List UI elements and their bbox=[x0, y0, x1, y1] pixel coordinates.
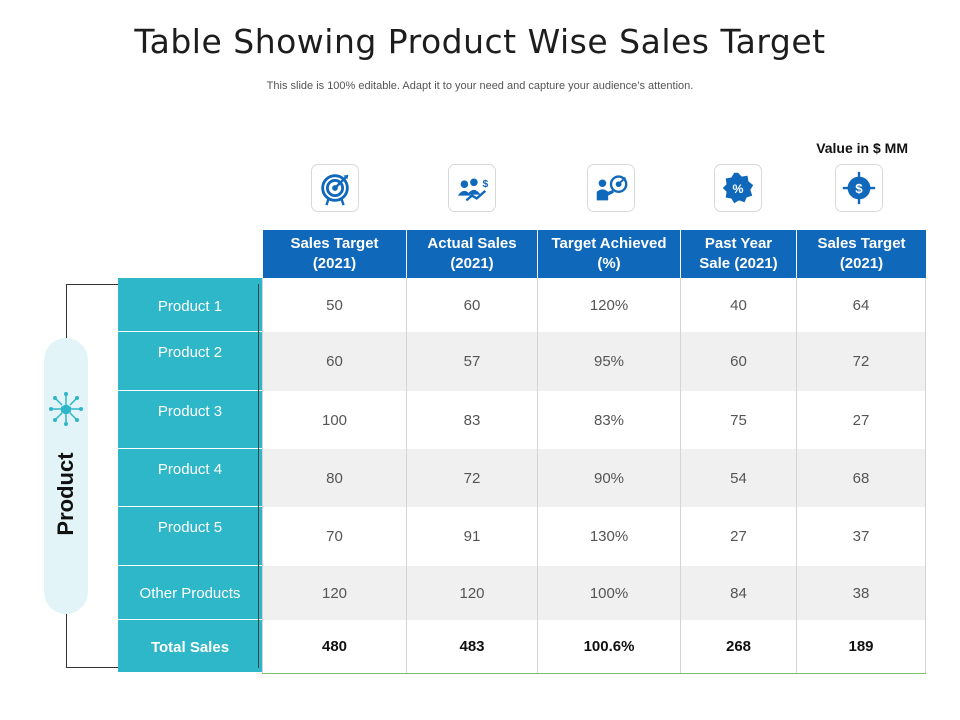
table-row-total: 480 483 100.6% 268 189 bbox=[262, 620, 926, 674]
column-header: Sales Target (2021) bbox=[262, 230, 406, 278]
header-line: (2021) bbox=[450, 255, 494, 272]
table-cell: 268 bbox=[680, 620, 796, 673]
table-cell: 60 bbox=[680, 332, 796, 391]
table-cell: 60 bbox=[262, 332, 406, 391]
table-row: 60 57 95% 60 72 bbox=[262, 332, 926, 391]
table-cell: 120 bbox=[262, 566, 406, 620]
table-cell: 64 bbox=[796, 278, 926, 332]
page-title: Table Showing Product Wise Sales Target bbox=[134, 22, 826, 61]
table-cell: 95% bbox=[537, 332, 680, 391]
table-cell: 27 bbox=[680, 507, 796, 566]
unit-label: Value in $ MM bbox=[816, 140, 908, 156]
table-row: 100 83 83% 75 27 bbox=[262, 391, 926, 450]
row-label: Product 1 bbox=[118, 278, 262, 332]
page-subtitle: This slide is 100% editable. Adapt it to… bbox=[266, 80, 694, 92]
table-cell: 100 bbox=[262, 391, 406, 449]
svg-text:%: % bbox=[733, 182, 744, 196]
product-pill bbox=[44, 338, 88, 614]
team-money-icon: $ bbox=[448, 164, 496, 212]
table-cell: 60 bbox=[406, 278, 537, 332]
table-cell: 83 bbox=[406, 391, 537, 449]
svg-text:$: $ bbox=[482, 179, 488, 190]
table-cell: 38 bbox=[796, 566, 926, 620]
table-cell: 27 bbox=[796, 391, 926, 449]
header-line: Past Year bbox=[704, 235, 773, 252]
header-line: Sale (2021) bbox=[699, 255, 778, 272]
table-cell: 483 bbox=[406, 620, 537, 673]
header-line: Actual Sales bbox=[427, 235, 517, 252]
person-target-icon bbox=[587, 164, 635, 212]
table-row: 70 91 130% 27 37 bbox=[262, 507, 926, 567]
row-label: Product 2 bbox=[118, 332, 262, 391]
product-column-divider bbox=[258, 284, 259, 668]
header-line: (2021) bbox=[839, 255, 884, 272]
header-line: Sales Target bbox=[817, 235, 906, 252]
header-line: (2021) bbox=[312, 255, 357, 272]
row-label: Total Sales bbox=[150, 639, 230, 656]
dollar-crosshair-icon: $ bbox=[835, 164, 883, 212]
column-header: Past Year Sale (2021) bbox=[680, 230, 796, 278]
table-cell: 84 bbox=[680, 566, 796, 620]
target-icon bbox=[311, 164, 359, 212]
column-header: Sales Target (2021) bbox=[796, 230, 926, 278]
table-cell: 40 bbox=[680, 278, 796, 332]
header-line: Sales Target bbox=[290, 235, 379, 252]
table-cell: 72 bbox=[796, 332, 926, 391]
table-cell: 91 bbox=[406, 507, 537, 566]
table-cell: 90% bbox=[537, 449, 680, 507]
svg-text:$: $ bbox=[855, 181, 863, 196]
table-cell: 50 bbox=[262, 278, 406, 332]
product-column bbox=[118, 278, 262, 672]
column-header: Actual Sales (2021) bbox=[406, 230, 537, 278]
table-cell: 54 bbox=[680, 449, 796, 507]
table-cell: 100% bbox=[537, 566, 680, 620]
table-cell: 68 bbox=[796, 449, 926, 507]
table-cell: 80 bbox=[262, 449, 406, 507]
table-cell: 120% bbox=[537, 278, 680, 332]
row-label: Product 3 bbox=[118, 391, 262, 449]
row-label: Other Products bbox=[118, 566, 262, 620]
table-row: 120 120 100% 84 38 bbox=[262, 566, 926, 620]
network-cube-icon bbox=[47, 390, 85, 428]
table-cell: 72 bbox=[406, 449, 537, 507]
percent-badge-icon: % bbox=[714, 164, 762, 212]
product-side-label: Product bbox=[53, 452, 78, 536]
table-row: 50 60 120% 40 64 bbox=[262, 278, 926, 333]
table-cell: 480 bbox=[262, 620, 406, 673]
table-cell: 100.6% bbox=[537, 620, 680, 673]
table-cell: 83% bbox=[537, 391, 680, 449]
table-cell: 57 bbox=[406, 332, 537, 391]
header-line: (%) bbox=[597, 255, 621, 272]
table-row: 80 72 90% 54 68 bbox=[262, 449, 926, 507]
row-label: Product 4 bbox=[118, 449, 262, 507]
table-cell: 37 bbox=[796, 507, 926, 566]
table-cell: 130% bbox=[537, 507, 680, 566]
row-label: Product 5 bbox=[118, 507, 262, 566]
table-cell: 75 bbox=[680, 391, 796, 449]
table-cell: 70 bbox=[262, 507, 406, 566]
table-cell: 189 bbox=[796, 620, 926, 673]
header-line: Target Achieved bbox=[551, 235, 667, 252]
table-cell: 120 bbox=[406, 566, 537, 620]
column-header: Target Achieved (%) bbox=[537, 230, 680, 278]
